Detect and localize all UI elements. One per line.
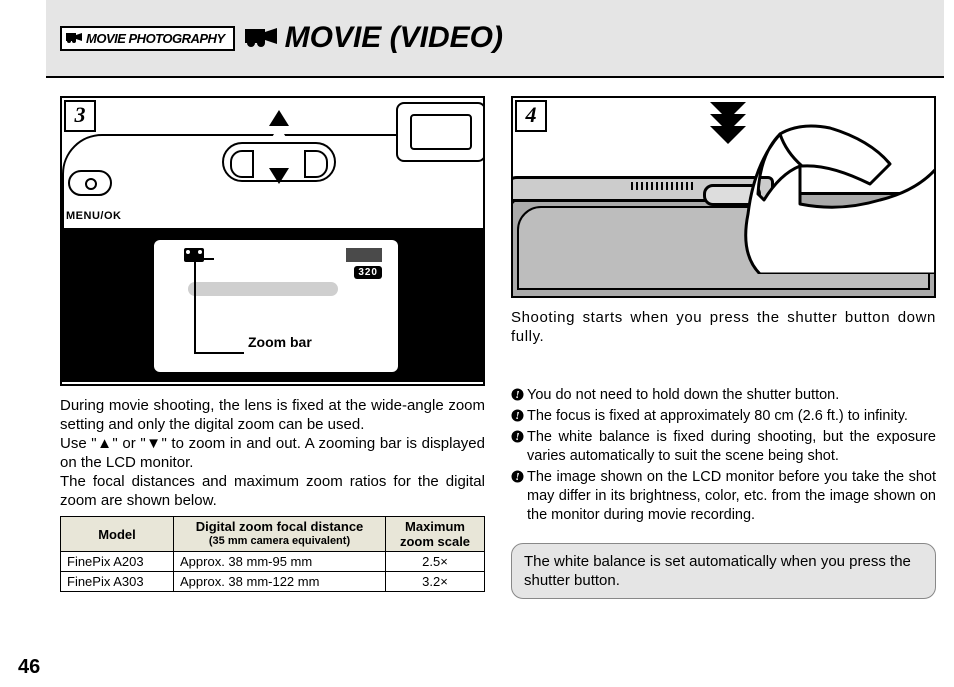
table-row: FinePix A303 Approx. 38 mm-122 mm 3.2×: [61, 572, 485, 592]
notes-list: ! You do not need to hold down the shutt…: [511, 386, 936, 527]
note-item: ! You do not need to hold down the shutt…: [511, 386, 936, 405]
zoom-range-indicator: [346, 248, 382, 262]
svg-text:!: !: [515, 410, 519, 422]
note-item: ! The focus is fixed at approximately 80…: [511, 407, 936, 426]
table-header-focal: Digital zoom focal distance (35 mm camer…: [174, 517, 386, 552]
down-arrow-icon: [269, 168, 289, 184]
caution-icon: !: [511, 428, 527, 466]
body-text: Shooting starts when you press the shutt…: [511, 308, 936, 346]
body-text: The focal distances and maximum zoom rat…: [60, 472, 485, 510]
zoom-bar-label: Zoom bar: [248, 334, 312, 350]
section-title: MOVIE (VIDEO): [245, 21, 503, 55]
zoom-spec-table: Model Digital zoom focal distance (35 mm…: [60, 516, 485, 592]
step-number-badge: 4: [515, 100, 547, 132]
hand-illustration: [720, 104, 936, 274]
resolution-badge: 320: [354, 266, 382, 279]
note-item: ! The white balance is fixed during shoo…: [511, 428, 936, 466]
lcd-illustration: 320 Zoom bar: [62, 228, 483, 382]
up-arrow-icon: [269, 110, 289, 126]
table-header-max: Maximum zoom scale: [386, 517, 485, 552]
caution-icon: !: [511, 386, 527, 405]
section-header: MOVIE PHOTOGRAPHY MOVIE (VIDEO): [46, 0, 944, 78]
left-column: 3 MENU/OK 320: [60, 96, 485, 676]
table-header-model: Model: [61, 517, 174, 552]
movie-camera-icon: [245, 21, 277, 55]
table-row: FinePix A203 Approx. 38 mm-95 mm 2.5×: [61, 552, 485, 572]
tag-label: MOVIE PHOTOGRAPHY: [86, 31, 225, 46]
tip-callout: The white balance is set automatically w…: [511, 543, 936, 599]
figure-step-3: 3 MENU/OK 320: [60, 96, 485, 386]
page: MOVIE PHOTOGRAPHY MOVIE (VIDEO) 3 MENU/: [0, 0, 954, 687]
svg-text:!: !: [515, 471, 519, 483]
movie-camera-icon: [66, 31, 82, 46]
page-number: 46: [18, 656, 40, 679]
zoom-bar: [188, 282, 338, 296]
step-number-badge: 3: [64, 100, 96, 132]
figure-step-4: 4: [511, 96, 936, 298]
movie-photography-tag: MOVIE PHOTOGRAPHY: [60, 26, 235, 51]
menu-ok-label: MENU/OK: [66, 210, 121, 222]
svg-text:!: !: [515, 431, 519, 443]
body-text: Use "▲" or "▼" to zoom in and out. A zoo…: [60, 434, 485, 472]
caution-icon: !: [511, 468, 527, 525]
body-text: During movie shooting, the lens is fixed…: [60, 396, 485, 434]
svg-text:!: !: [515, 389, 519, 401]
camera-illustration: MENU/OK: [62, 98, 483, 228]
caution-icon: !: [511, 407, 527, 426]
note-item: ! The image shown on the LCD monitor bef…: [511, 468, 936, 525]
right-column: 4 Shooting starts when you press the shu…: [511, 96, 936, 676]
